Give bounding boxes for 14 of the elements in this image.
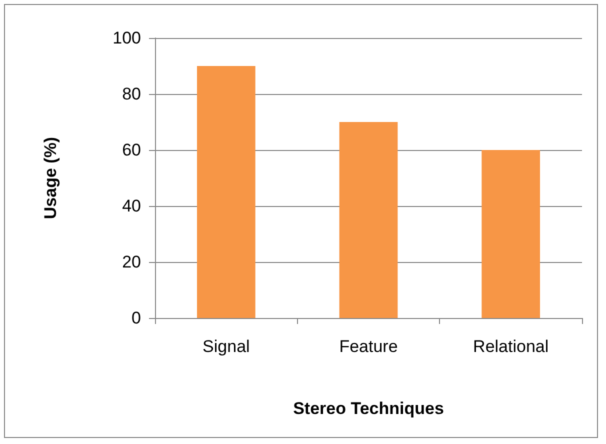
x-tick-label: Feature	[339, 337, 398, 356]
y-tick-label: 0	[132, 308, 141, 328]
bar	[482, 150, 540, 318]
y-tick-label: 100	[112, 28, 141, 48]
bar	[196, 66, 256, 318]
x-tick-label: Signal	[202, 337, 250, 356]
y-tick-label: 80	[122, 84, 141, 104]
bar	[339, 122, 398, 318]
y-tick-label: 20	[122, 252, 141, 272]
x-tick-label: Relational	[473, 337, 549, 356]
x-axis-title: Stereo Techniques	[293, 399, 444, 418]
y-tick-label: 40	[122, 196, 141, 216]
y-tick-label: 60	[122, 140, 141, 160]
y-axis-title: Usage (%)	[41, 136, 60, 220]
